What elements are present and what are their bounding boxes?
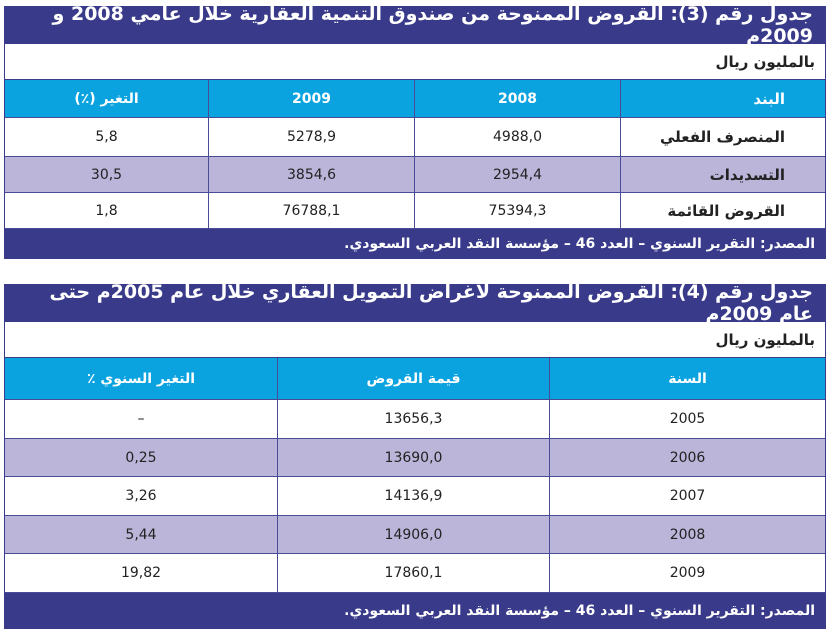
row-change: 19,82 <box>120 565 162 581</box>
table-3-header-row: البند 2008 2009 التغير (٪) <box>5 80 825 118</box>
row-2009: 3854,6 <box>208 157 414 192</box>
row-item: التسديدات <box>620 157 825 192</box>
header-2008: 2008 <box>414 80 620 117</box>
row-year: 2009 <box>549 554 825 592</box>
row-year: 2007 <box>549 477 825 515</box>
unit-label: بالمليون ريال <box>715 330 815 349</box>
header-year: السنة <box>549 358 825 399</box>
table-4-unit: بالمليون ريال <box>5 322 825 358</box>
row-2008: 75394,3 <box>414 193 620 228</box>
row-value: 14906,0 <box>277 516 549 553</box>
row-change: 30,5 <box>90 166 123 183</box>
table-row: 2007 14136,9 3,26 <box>5 477 825 516</box>
row-change: 3,26 <box>125 488 157 504</box>
row-2009: 5278,9 <box>208 118 414 156</box>
table-row: 2009 17860,1 19,82 <box>5 554 825 593</box>
row-2009: 76788,1 <box>208 193 414 228</box>
row-value: 17860,1 <box>277 554 549 592</box>
row-item: القروض القائمة <box>620 193 825 228</box>
table-3-unit: بالمليون ريال <box>5 44 825 80</box>
header-2009: 2009 <box>208 80 414 117</box>
row-item: المنصرف الفعلي <box>620 118 825 156</box>
row-year: 2005 <box>549 400 825 438</box>
table-4-title: جدول رقم (4): القروض الممنوحة لأغراض الت… <box>5 281 825 325</box>
table-4-source: المصدر: التقرير السنوي – العدد 46 – مؤسس… <box>5 593 825 629</box>
header-change: التغير (٪) <box>74 90 139 107</box>
table-3-source: المصدر: التقرير السنوي – العدد 46 – مؤسس… <box>5 229 825 259</box>
row-2008: 2954,4 <box>414 157 620 192</box>
table-row: التسديدات 2954,4 3854,6 30,5 <box>5 157 825 193</box>
row-value: 13690,0 <box>277 439 549 476</box>
table-row: 2006 13690,0 0,25 <box>5 439 825 477</box>
table-4: جدول رقم (4): القروض الممنوحة لأغراض الت… <box>4 281 826 629</box>
row-change: 5,44 <box>125 526 157 543</box>
row-change: 0,25 <box>125 449 157 466</box>
row-value: 13656,3 <box>277 400 549 438</box>
row-change: 5,8 <box>95 129 118 145</box>
table-row: المنصرف الفعلي 4988,0 5278,9 5,8 <box>5 118 825 157</box>
row-change: – <box>137 411 145 427</box>
unit-label: بالمليون ريال <box>715 52 815 71</box>
table-row: 2008 14906,0 5,44 <box>5 516 825 554</box>
row-2008: 4988,0 <box>414 118 620 156</box>
row-value: 14136,9 <box>277 477 549 515</box>
header-value: قيمة القروض <box>277 358 549 399</box>
row-year: 2008 <box>549 516 825 553</box>
header-item: البند <box>620 80 825 117</box>
row-year: 2006 <box>549 439 825 476</box>
row-change: 1,8 <box>95 202 118 219</box>
table-row: القروض القائمة 75394,3 76788,1 1,8 <box>5 193 825 229</box>
table-3-title: جدول رقم (3): القروض الممنوحة من صندوق ا… <box>5 3 825 47</box>
table-4-header-row: السنة قيمة القروض التغير السنوي ٪ <box>5 358 825 400</box>
table-3: جدول رقم (3): القروض الممنوحة من صندوق ا… <box>4 3 826 259</box>
header-change: التغير السنوي ٪ <box>87 370 196 387</box>
table-row: 2005 13656,3 – <box>5 400 825 439</box>
